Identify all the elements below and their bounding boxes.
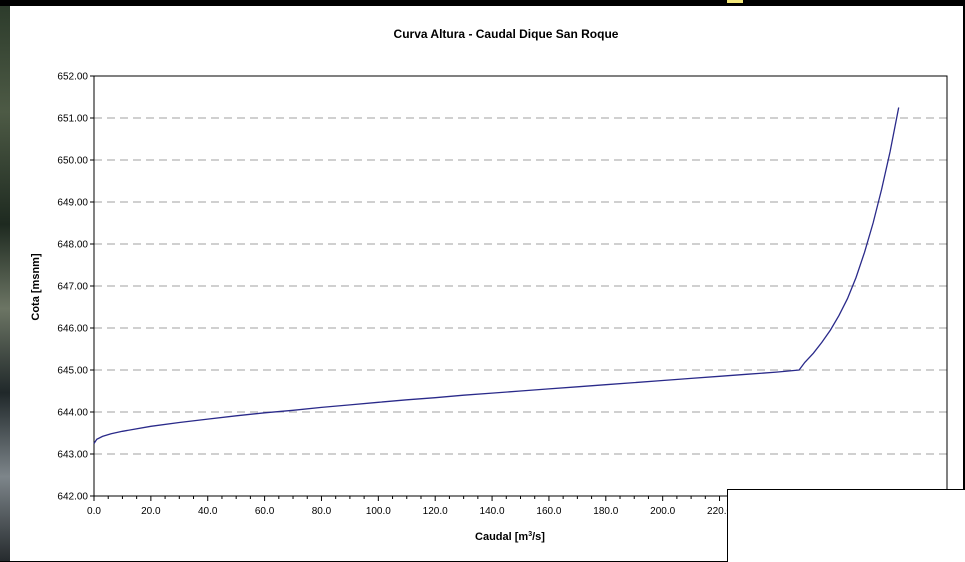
x-tick-label: 60.0 [255,506,275,517]
x-tick-label: 20.0 [141,506,161,517]
x-tick-label: 200.0 [650,506,675,517]
x-ticks: 0.0 20.0 40.0 60.0 80.0 100.0 120.0 140.0 160.0 1… [87,496,749,517]
y-tick-label: 646.00 [57,324,88,335]
x-tick-label: 120.0 [423,506,448,517]
y-tick-label: 648.00 [57,240,88,251]
overlay-panel [727,489,965,562]
y-axis-label: Cota [msnm] [30,253,42,321]
x-tick-label: 180.0 [593,506,618,517]
x-tick-label: 100.0 [366,506,391,517]
x-tick-label: 80.0 [312,506,332,517]
y-tick-label: 650.00 [57,156,88,167]
grid-lines [94,117,947,455]
y-tick-label: 652.00 [57,72,88,83]
y-tick-label: 647.00 [57,282,88,293]
x-tick-label: 160.0 [536,506,561,517]
y-tick-label: 644.00 [57,408,88,419]
y-tick-label: 643.00 [57,450,88,461]
top-border [0,0,965,6]
chart-sheet: Curva Altura - Caudal Dique San Roque 64… [10,6,963,561]
x-tick-label: 40.0 [198,506,218,517]
y-tick-label: 642.00 [57,492,88,503]
chart: Curva Altura - Caudal Dique San Roque 64… [30,27,948,543]
background-highlight [727,0,743,3]
x-axis-label: Caudal [m3/s] [475,531,545,543]
x-tick-label: 140.0 [480,506,505,517]
background-photo-strip [0,0,10,561]
x-tick-label: 220.0 [707,506,732,517]
y-tick-label: 645.00 [57,366,88,377]
y-tick-label: 649.00 [57,198,88,209]
chart-title: Curva Altura - Caudal Dique San Roque [394,27,619,41]
series-line [93,107,900,444]
plot-area-frame [93,75,948,497]
x-tick-label: 0.0 [87,506,101,517]
y-ticks: 642.00 643.00 644.00 645.00 646.00 647.00 648.… [57,72,94,503]
y-tick-label: 651.00 [57,114,88,125]
